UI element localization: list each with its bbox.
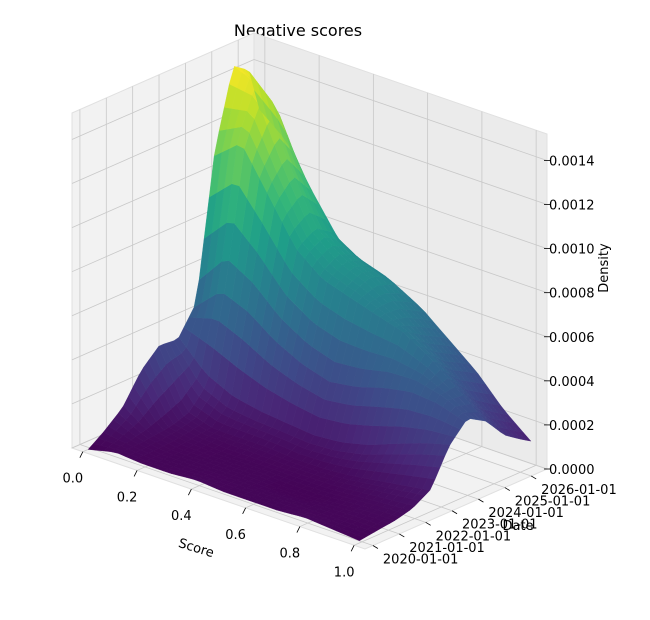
- y-tick-mark: [504, 487, 511, 491]
- y-tick-label: 2024-01-01: [488, 506, 564, 521]
- y-tick-label: 2026-01-01: [541, 483, 617, 498]
- z-gridline-back: [253, 147, 548, 249]
- x-tick-mark: [242, 507, 246, 515]
- z-gridline-left: [71, 59, 255, 140]
- z-tick-label: 0.0010: [549, 243, 595, 258]
- z-tick-label: 0.0006: [549, 331, 595, 346]
- x-tick-label: 0.2: [117, 490, 138, 505]
- z-gridline-back: [253, 59, 548, 161]
- z-tick-label: 0.0008: [549, 287, 595, 302]
- z-tick-label: 0.0004: [549, 375, 595, 390]
- y-tick-label: 2025-01-01: [515, 495, 591, 510]
- x-tick-label: 0.4: [171, 509, 192, 524]
- y-tick-label: 2021-01-01: [409, 541, 485, 556]
- z-tick-label: 0.0014: [549, 154, 595, 169]
- y-tick-label: 2022-01-01: [436, 529, 512, 544]
- y-tick-mark: [451, 510, 458, 515]
- z-axis-label: Density: [597, 243, 612, 293]
- y-tick-mark: [399, 533, 405, 538]
- x-tick-label: 0.6: [225, 528, 246, 543]
- y-tick-label: 2020-01-01: [383, 553, 459, 568]
- z-tick-label: 0.0002: [549, 419, 595, 434]
- x-gridline-floor: [353, 464, 537, 546]
- z-tick-label: 0.0000: [549, 463, 595, 478]
- y-tick-mark: [478, 498, 484, 503]
- x-tick-mark: [79, 451, 84, 458]
- density-surface: [87, 66, 532, 541]
- z-tick-label: 0.0012: [549, 199, 595, 214]
- chart-title: Negative scores: [234, 21, 362, 40]
- y-tick-mark: [372, 545, 379, 549]
- x-tick-mark: [133, 470, 138, 477]
- x-tick-mark: [296, 526, 301, 533]
- x-tick-label: 0.0: [63, 472, 84, 487]
- x-tick-mark: [350, 545, 355, 552]
- x-tick-label: 0.8: [280, 547, 301, 562]
- y-gridline-floor: [79, 444, 374, 546]
- axis-ticks: 0.00.20.40.60.81.02020-01-012021-01-0120…: [63, 154, 617, 580]
- y-tick-mark: [530, 475, 537, 480]
- y-tick-label: 2023-01-01: [462, 518, 538, 533]
- surface-facet: [254, 90, 268, 119]
- x-tick-mark: [188, 488, 192, 496]
- y-axis-label: Date: [502, 519, 533, 534]
- z-gridline-back: [253, 103, 548, 205]
- x-axis-label: Score: [176, 536, 215, 561]
- y-tick-mark: [425, 521, 431, 526]
- x-tick-label: 1.0: [334, 565, 355, 580]
